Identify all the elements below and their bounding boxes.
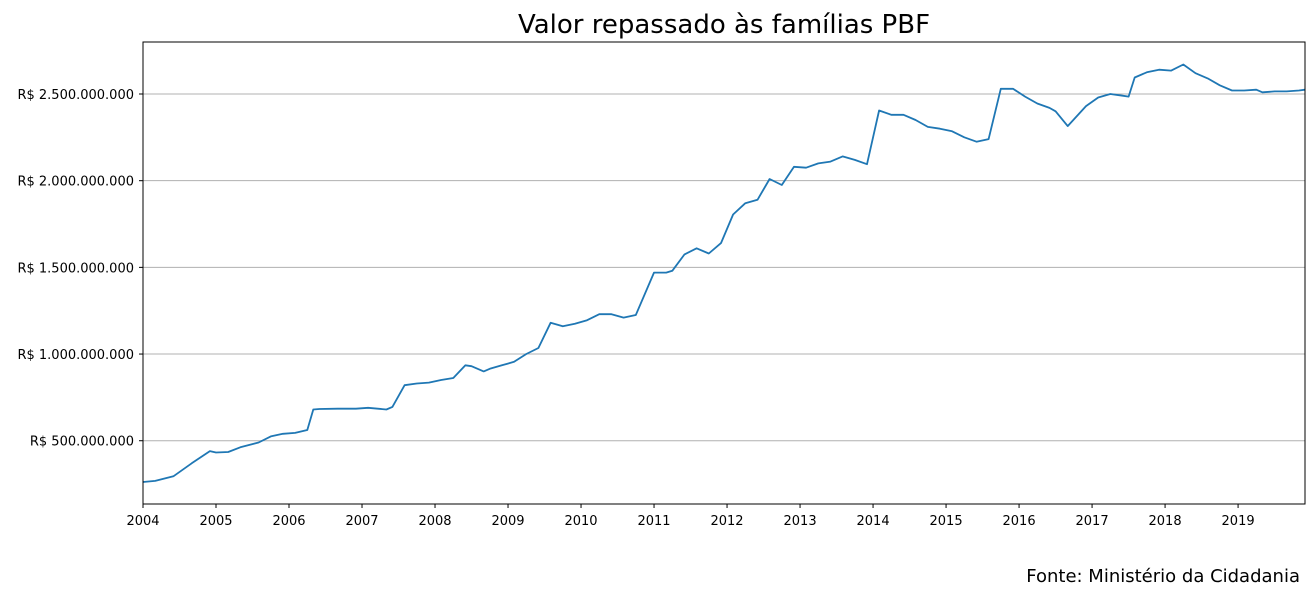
x-tick-label: 2016 xyxy=(1003,514,1036,529)
x-axis: 2004 2005 2006 2007 2008 2009 2010 2011 2012 2013… xyxy=(126,504,1255,529)
x-tick-label: 2008 xyxy=(418,514,451,529)
x-tick-label: 2013 xyxy=(784,514,817,529)
x-tick-label: 2018 xyxy=(1149,514,1182,529)
x-tick-label: 2015 xyxy=(930,514,963,529)
y-tick-label: R$ 1.500.000.000 xyxy=(17,261,134,276)
y-tick-label: R$ 500.000.000 xyxy=(30,435,134,450)
x-tick-label: 2004 xyxy=(126,514,159,529)
y-axis: R$ 500.000.000 R$ 1.000.000.000 R$ 1.500.0… xyxy=(17,88,143,450)
x-tick-label: 2007 xyxy=(345,514,378,529)
axes-frame xyxy=(142,41,1306,505)
chart-title: Valor repassado às famílias PBF xyxy=(518,10,930,40)
x-tick-label: 2006 xyxy=(272,514,305,529)
y-tick-label: R$ 1.000.000.000 xyxy=(17,348,134,363)
x-tick-label: 2019 xyxy=(1222,514,1255,529)
x-tick-label: 2011 xyxy=(637,514,670,529)
series-line xyxy=(142,63,1306,483)
x-tick-label: 2009 xyxy=(491,514,524,529)
x-tick-label: 2010 xyxy=(564,514,597,529)
grid-lines xyxy=(143,93,1305,442)
y-tick-label: R$ 2.000.000.000 xyxy=(17,175,134,190)
source-note: Fonte: Ministério da Cidadania xyxy=(1026,566,1300,587)
x-tick-label: 2012 xyxy=(710,514,743,529)
x-tick-label: 2014 xyxy=(857,514,890,529)
plot-area xyxy=(142,63,1306,483)
x-tick-label: 2005 xyxy=(199,514,232,529)
y-tick-label: R$ 2.500.000.000 xyxy=(17,88,134,103)
x-tick-label: 2017 xyxy=(1076,514,1109,529)
